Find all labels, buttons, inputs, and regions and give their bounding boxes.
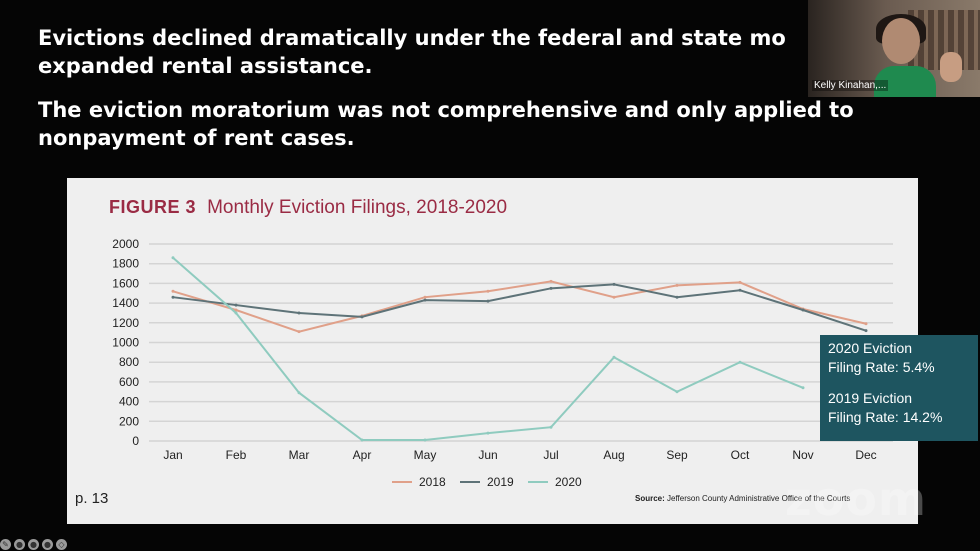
x-tick-label: Oct	[731, 448, 750, 462]
y-tick-label: 1000	[112, 336, 139, 350]
data-point-2019	[234, 303, 238, 307]
bullet-2-line-2: nonpayment of rent cases.	[38, 126, 355, 150]
figure-title: Monthly Eviction Filings, 2018-2020	[207, 197, 508, 218]
y-tick-label: 0	[132, 434, 139, 448]
bullet-2-line-1: The eviction moratorium was not comprehe…	[38, 98, 854, 122]
chart-title: FIGURE 3 Monthly Eviction Filings, 2018-…	[109, 197, 507, 219]
data-point-2020	[549, 425, 553, 429]
data-point-2018	[423, 295, 427, 299]
data-point-2020	[612, 355, 616, 359]
bullet-1-line-1: Evictions declined dramatically under th…	[38, 26, 786, 50]
data-point-2020	[738, 360, 742, 364]
data-point-2020	[675, 390, 679, 394]
data-point-2020	[486, 431, 490, 435]
data-point-2019	[423, 298, 427, 302]
data-point-2019	[486, 299, 490, 303]
participant-shirt	[874, 66, 936, 97]
stat-2019-line-1: 2019 Eviction	[828, 390, 913, 406]
dot-icon[interactable]: ●	[28, 538, 39, 550]
chart-card: FIGURE 3 Monthly Eviction Filings, 2018-…	[67, 178, 918, 524]
legend-label-2020: 2020	[555, 475, 582, 489]
participant-video-tile[interactable]: Kelly Kinahan,...	[808, 0, 980, 97]
pencil-icon[interactable]: ✎	[0, 538, 11, 550]
y-tick-label: 800	[119, 355, 139, 369]
data-point-2019	[612, 282, 616, 286]
data-point-2018	[549, 279, 553, 283]
data-point-2019	[864, 329, 868, 333]
data-point-2018	[234, 308, 238, 312]
y-tick-label: 600	[119, 375, 139, 389]
legend-label-2019: 2019	[487, 475, 514, 489]
data-point-2020	[423, 438, 427, 442]
data-point-2020	[360, 438, 364, 442]
x-tick-label: Sep	[666, 448, 688, 462]
series-line-2019	[172, 283, 867, 332]
x-tick-label: Jul	[543, 448, 558, 462]
x-tick-label: Jan	[163, 448, 182, 462]
page-number: p. 13	[75, 490, 109, 507]
bullet-2: The eviction moratorium was not comprehe…	[38, 96, 854, 152]
y-tick-label: 1200	[112, 316, 139, 330]
data-point-2018	[612, 295, 616, 299]
data-point-2018	[297, 330, 301, 334]
data-point-2020	[171, 256, 175, 260]
x-tick-label: Jun	[478, 448, 497, 462]
x-tick-label: Mar	[289, 448, 310, 462]
data-point-2018	[171, 289, 175, 293]
stat-2020-line-1: 2020 Eviction	[828, 340, 913, 356]
diamond-icon[interactable]: ◇	[56, 538, 67, 550]
stat-2020-line-2: Filing Rate: 5.4%	[828, 359, 935, 375]
zoom-watermark: zoom	[785, 472, 927, 526]
data-point-2019	[675, 295, 679, 299]
figure-label: FIGURE 3	[109, 197, 197, 217]
data-point-2020	[234, 311, 238, 315]
data-point-2019	[297, 311, 301, 315]
source-note: Source: Jefferson County Administrative …	[635, 494, 850, 503]
participant-name-label: Kelly Kinahan,...	[812, 80, 889, 91]
bullet-1-line-2: expanded rental assistance.	[38, 54, 373, 78]
legend-label-2018: 2018	[419, 475, 446, 489]
dot-icon[interactable]: ●	[14, 538, 25, 550]
stat-2019-line-2: Filing Rate: 14.2%	[828, 409, 943, 425]
y-tick-label: 400	[119, 395, 139, 409]
line-chart: 0 200 400 600 800 1000 1200 1400 1600 1800 2000 Jan…	[112, 237, 893, 489]
x-tick-label: Nov	[792, 448, 813, 462]
y-tick-label: 200	[119, 414, 139, 428]
y-tick-label: 1400	[112, 296, 139, 310]
x-tick-label: May	[414, 448, 437, 462]
eviction-rate-callout: 2020 Eviction Filing Rate: 5.4% 2019 Evi…	[820, 335, 978, 441]
source-text: Jefferson County Administrative Office o…	[667, 494, 851, 503]
x-tick-label: Dec	[855, 448, 876, 462]
data-point-2019	[171, 295, 175, 299]
data-point-2018	[486, 289, 490, 293]
x-tick-label: Apr	[353, 448, 372, 462]
bullet-1: Evictions declined dramatically under th…	[38, 24, 786, 80]
dot-icon[interactable]: ●	[42, 538, 53, 550]
data-point-2018	[738, 280, 742, 284]
data-point-2019	[360, 315, 364, 319]
data-point-2018	[675, 283, 679, 287]
series-line-2018	[172, 280, 867, 333]
data-point-2019	[738, 288, 742, 292]
y-tick-label: 2000	[112, 237, 139, 251]
y-tick-label: 1800	[112, 257, 139, 271]
annotation-toolbar[interactable]: ✎ ● ● ● ◇	[0, 537, 67, 551]
data-point-2018	[864, 322, 868, 326]
data-point-2019	[549, 286, 553, 290]
series-line-2020	[172, 257, 804, 442]
x-tick-label: Aug	[603, 448, 624, 462]
data-point-2020	[297, 391, 301, 395]
data-point-2020	[801, 386, 805, 390]
participant-hand	[940, 52, 962, 82]
x-tick-label: Feb	[226, 448, 247, 462]
y-tick-label: 1600	[112, 276, 139, 290]
participant-face	[882, 18, 920, 64]
data-point-2019	[801, 308, 805, 312]
source-label: Source:	[635, 494, 665, 503]
